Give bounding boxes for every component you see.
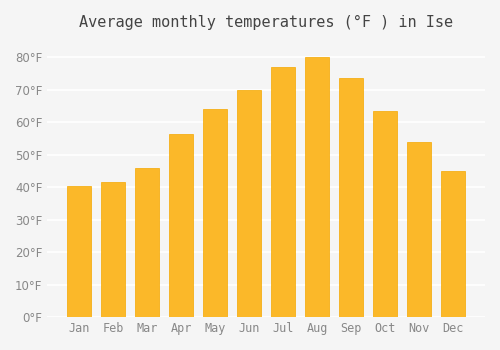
- Bar: [271, 67, 295, 317]
- Bar: [203, 109, 227, 317]
- Bar: [305, 57, 329, 317]
- Bar: [339, 78, 363, 317]
- Bar: [237, 90, 261, 317]
- Bar: [442, 171, 465, 317]
- Title: Average monthly temperatures (°F ) in Ise: Average monthly temperatures (°F ) in Is…: [79, 15, 453, 30]
- Bar: [101, 182, 125, 317]
- Bar: [169, 133, 193, 317]
- Bar: [135, 168, 159, 317]
- Bar: [408, 142, 431, 317]
- Bar: [67, 186, 91, 317]
- Bar: [374, 111, 397, 317]
